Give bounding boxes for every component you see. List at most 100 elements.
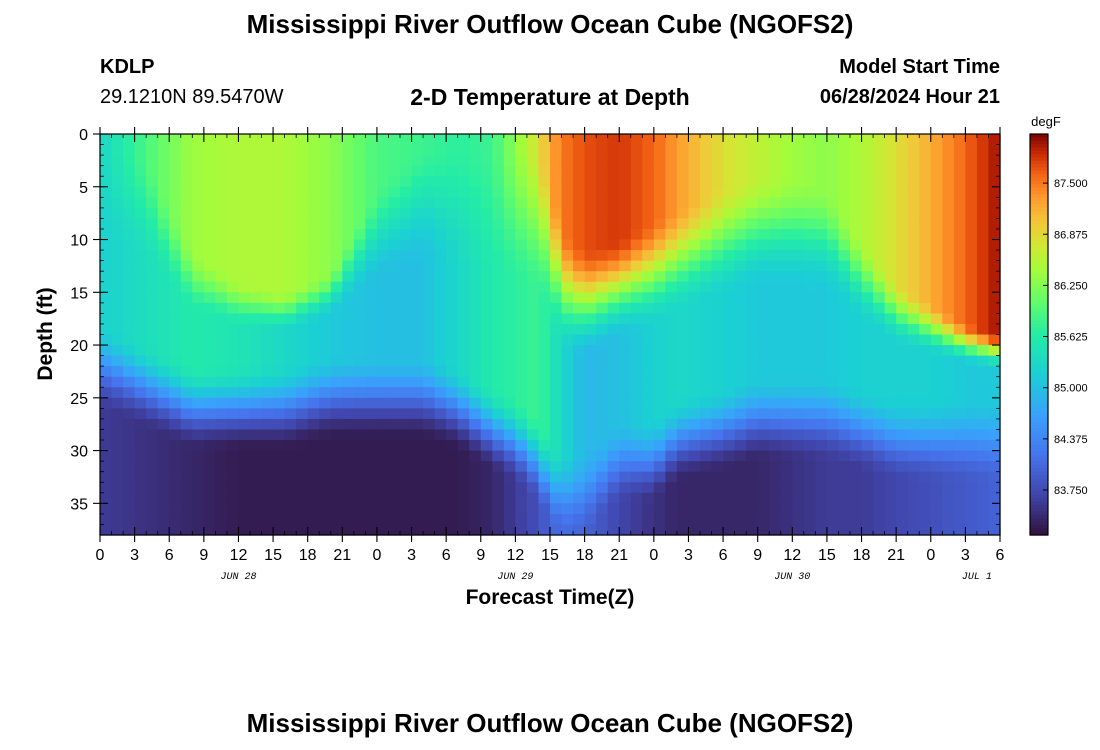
heatmap-cell <box>561 292 574 304</box>
heatmap-cell <box>850 218 863 230</box>
heatmap-cell <box>250 239 263 251</box>
heatmap-cell <box>296 355 309 367</box>
heatmap-cell <box>873 250 886 262</box>
heatmap-cell <box>711 186 724 198</box>
heatmap-cell <box>503 429 516 441</box>
heatmap-cell <box>826 450 840 462</box>
heatmap-cell <box>469 134 482 146</box>
heatmap-cell <box>884 228 897 241</box>
heatmap-cell <box>630 429 643 441</box>
heatmap-cell <box>988 397 1001 409</box>
heatmap-cell <box>261 197 274 209</box>
heatmap-cell <box>538 524 551 536</box>
heatmap-cell <box>711 366 724 378</box>
heatmap-cell <box>665 408 678 420</box>
heatmap-cell <box>861 165 874 177</box>
heatmap-cell <box>226 271 240 283</box>
heatmap-cell <box>400 461 413 473</box>
heatmap-cell <box>815 345 828 357</box>
heatmap-cell <box>353 250 366 262</box>
heatmap-cell <box>192 492 205 504</box>
heatmap-cell <box>526 176 540 188</box>
heatmap-cell <box>480 155 493 167</box>
heatmap-cell <box>676 165 690 177</box>
heatmap-cell <box>215 292 228 304</box>
heatmap-cell <box>446 271 459 283</box>
heatmap-cell <box>215 366 228 378</box>
heatmap-cell <box>296 461 309 473</box>
heatmap-cell <box>688 302 701 314</box>
heatmap-cell <box>526 165 540 177</box>
heatmap-cell <box>100 397 113 409</box>
heatmap-cell <box>596 408 609 420</box>
heatmap-cell <box>169 292 182 304</box>
heatmap-cell <box>157 387 170 399</box>
heatmap-cell <box>226 197 240 209</box>
heatmap-cell <box>896 260 909 272</box>
heatmap-cell <box>930 461 943 473</box>
heatmap-cell <box>965 366 978 378</box>
x-tick-label: 18 <box>853 547 871 564</box>
heatmap-cell <box>596 429 609 441</box>
heatmap-cell <box>376 260 390 272</box>
heatmap-cell <box>976 260 990 272</box>
heatmap-cell <box>596 144 609 156</box>
heatmap-cell <box>469 440 482 452</box>
heatmap-cell <box>342 524 355 536</box>
heatmap-cell <box>953 176 966 188</box>
heatmap-cell <box>503 366 516 378</box>
heatmap-cell <box>284 302 297 314</box>
heatmap-cell <box>838 524 851 536</box>
heatmap-cell <box>192 513 205 526</box>
heatmap-cell <box>884 408 897 420</box>
heatmap-cell <box>757 207 770 220</box>
heatmap-cell <box>815 134 828 146</box>
heatmap-cell <box>192 186 205 198</box>
heatmap-cell <box>446 186 459 198</box>
heatmap-cell <box>226 482 240 494</box>
x-tick-label: 15 <box>541 547 559 564</box>
heatmap-cell <box>619 334 632 346</box>
heatmap-cell <box>896 228 909 241</box>
heatmap-cell <box>550 524 563 536</box>
heatmap-cell <box>723 503 736 515</box>
heatmap-cell <box>780 524 793 536</box>
heatmap-cell <box>273 144 286 156</box>
heatmap-cell <box>769 450 782 462</box>
heatmap-cell <box>296 450 309 462</box>
heatmap-cell <box>838 471 851 483</box>
heatmap-cell <box>930 429 943 441</box>
heatmap-cell <box>284 165 297 177</box>
heatmap-cell <box>965 429 978 441</box>
heatmap-cell <box>965 176 978 188</box>
heatmap-cell <box>203 355 216 367</box>
heatmap-cell <box>226 503 240 515</box>
heatmap-cell <box>111 250 124 262</box>
colorbar-swatch <box>1030 307 1048 312</box>
heatmap-cell <box>965 292 978 304</box>
heatmap-cell <box>365 471 378 483</box>
heatmap-cell <box>146 334 159 346</box>
heatmap-cell <box>561 260 574 272</box>
colorbar-swatch <box>1030 391 1048 396</box>
heatmap-cell <box>226 429 240 441</box>
heatmap-cell <box>100 429 113 441</box>
heatmap-cell <box>157 176 170 188</box>
heatmap-cell <box>803 429 816 441</box>
y-tick-label: 35 <box>70 496 88 513</box>
heatmap-cell <box>976 155 990 167</box>
heatmap-cell <box>480 482 493 494</box>
heatmap-cell <box>596 323 609 336</box>
heatmap-cell <box>942 186 955 198</box>
colorbar-tick-label: 85.625 <box>1054 332 1088 344</box>
heatmap-cell <box>400 134 413 146</box>
heatmap-cell <box>607 387 620 399</box>
heatmap-cell <box>803 144 816 156</box>
heatmap-cell <box>896 165 909 177</box>
heatmap-cell <box>100 260 113 272</box>
heatmap-cell <box>665 260 678 272</box>
heatmap-cell <box>250 165 263 177</box>
heatmap-cell <box>434 334 447 346</box>
heatmap-cell <box>480 134 493 146</box>
heatmap-cell <box>573 513 586 526</box>
